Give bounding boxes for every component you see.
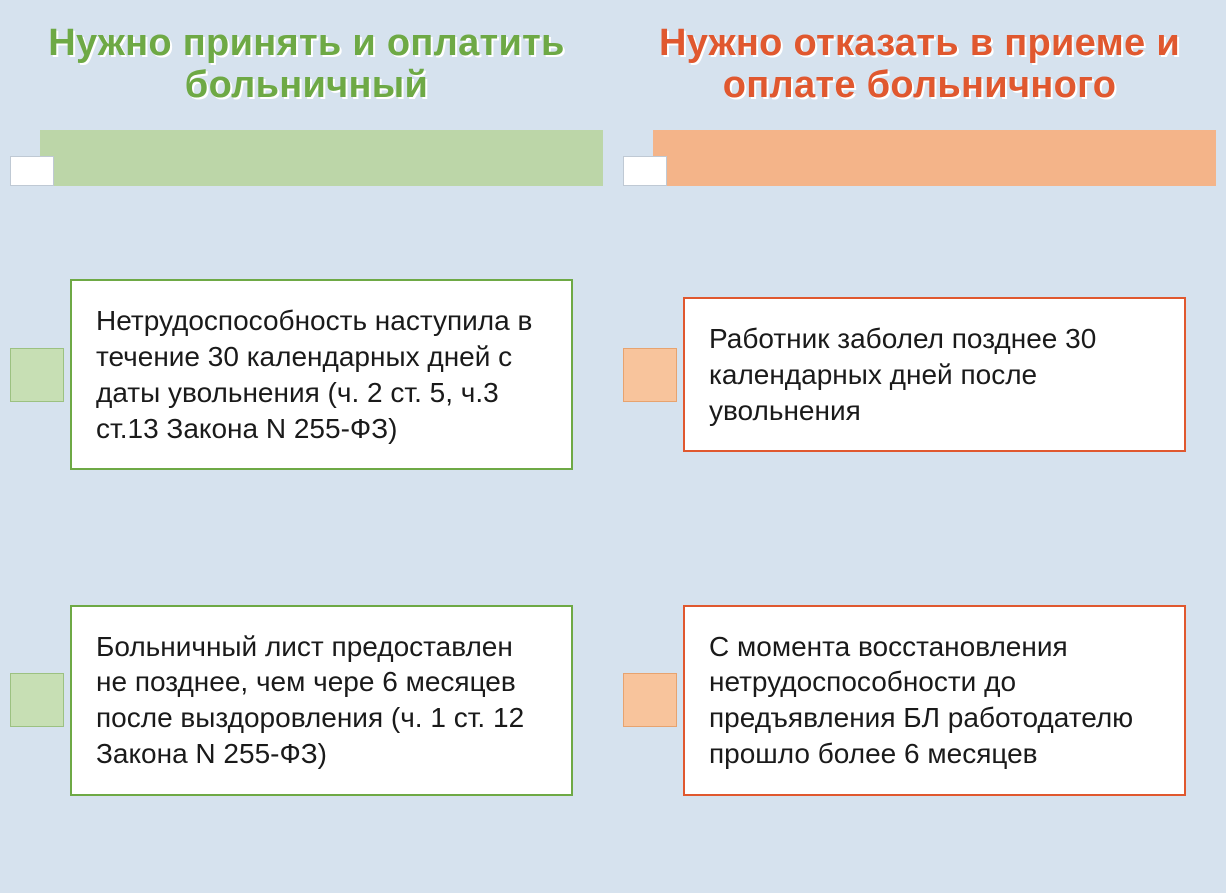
text-box: Работник заболел позднее 30 календарных …	[683, 297, 1186, 452]
bullet-icon	[623, 673, 677, 727]
text-box: С момента восстановления нетрудоспособно…	[683, 605, 1186, 796]
divider-notch-accept	[10, 156, 54, 186]
item-row: Больничный лист предоставлен не позднее,…	[10, 570, 603, 830]
items-reject: Работник заболел позднее 30 календарных …	[623, 186, 1216, 893]
divider-bar-accept	[40, 130, 603, 186]
item-row: С момента восстановления нетрудоспособно…	[623, 570, 1216, 830]
text-box: Нетрудоспособность наступила в течение 3…	[70, 279, 573, 470]
text-box: Больничный лист предоставлен не позднее,…	[70, 605, 573, 796]
item-row: Работник заболел позднее 30 календарных …	[623, 245, 1216, 505]
divider-notch-reject	[623, 156, 667, 186]
items-accept: Нетрудоспособность наступила в течение 3…	[10, 186, 603, 893]
column-accept: Нужно принять и оплатить больничный Нетр…	[0, 0, 613, 893]
divider-accept	[10, 130, 603, 186]
item-row: Нетрудоспособность наступила в течение 3…	[10, 245, 603, 505]
heading-reject: Нужно отказать в приеме и оплате больнич…	[623, 0, 1216, 130]
divider-bar-reject	[653, 130, 1216, 186]
divider-reject	[623, 130, 1216, 186]
bullet-icon	[623, 348, 677, 402]
slide: Нужно принять и оплатить больничный Нетр…	[0, 0, 1226, 893]
bullet-icon	[10, 348, 64, 402]
bullet-icon	[10, 673, 64, 727]
column-reject: Нужно отказать в приеме и оплате больнич…	[613, 0, 1226, 893]
heading-accept: Нужно принять и оплатить больничный	[10, 0, 603, 130]
